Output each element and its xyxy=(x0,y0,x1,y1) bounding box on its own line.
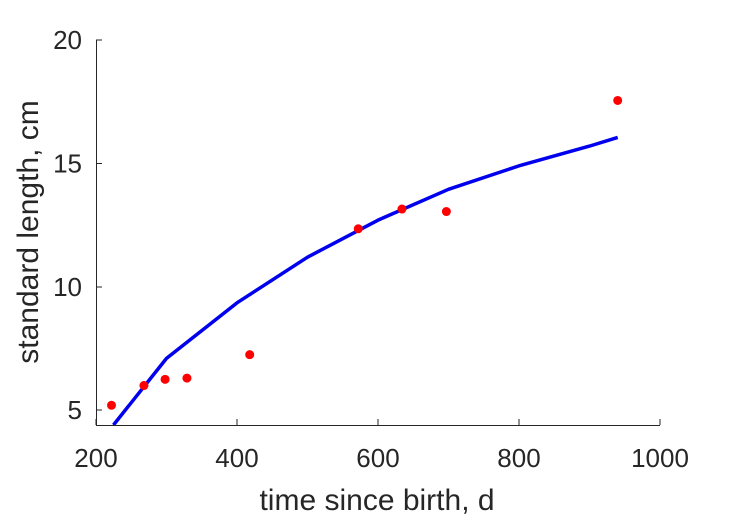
axes xyxy=(96,40,660,426)
plot-area xyxy=(107,95,623,427)
y-tick-label: 20 xyxy=(53,25,82,55)
data-point xyxy=(441,207,451,217)
x-axis-label: time since birth, d xyxy=(259,484,494,517)
y-tick-label: 15 xyxy=(53,148,82,178)
x-tick-label: 800 xyxy=(497,443,540,473)
y-ticks: 5 10 15 20 xyxy=(53,25,102,425)
x-tick-label: 1000 xyxy=(631,443,689,473)
data-point xyxy=(397,204,407,214)
y-axis-label: standard length, cm xyxy=(12,100,45,363)
y-tick-label: 10 xyxy=(53,272,82,302)
data-point xyxy=(182,373,192,383)
data-point xyxy=(107,400,117,410)
data-point xyxy=(160,374,170,384)
data-point xyxy=(353,224,363,234)
fit-curve xyxy=(112,135,619,427)
data-point xyxy=(613,95,623,105)
x-tick-label: 200 xyxy=(74,443,117,473)
data-point xyxy=(245,350,255,360)
data-point xyxy=(139,381,149,391)
x-tick-label: 400 xyxy=(215,443,258,473)
y-tick-label: 5 xyxy=(68,395,82,425)
x-tick-label: 600 xyxy=(356,443,399,473)
x-ticks: 200 400 600 800 1000 xyxy=(74,419,689,473)
